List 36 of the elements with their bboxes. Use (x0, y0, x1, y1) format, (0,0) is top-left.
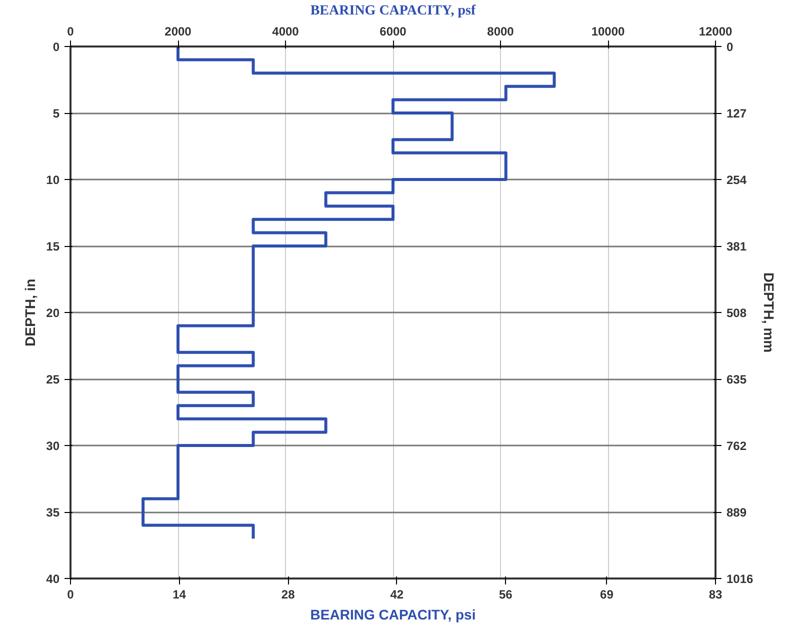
y2-tick-label: 508 (726, 306, 747, 320)
x-tick-label: 0 (67, 24, 74, 38)
y-tick-label: 20 (46, 306, 60, 320)
y2-tick-label: 254 (726, 173, 747, 187)
y-tick-label: 15 (46, 240, 60, 254)
y2-tick-label: 889 (726, 506, 747, 520)
x-tick-label: 4000 (272, 24, 300, 38)
x2-tick-label: 0 (67, 588, 74, 602)
x-tick-label: 8000 (487, 24, 514, 38)
x-tick-label: 2000 (164, 24, 192, 38)
x-axis-title: BEARING CAPACITY, psf (310, 4, 476, 18)
y2-tick-label: 381 (726, 240, 747, 254)
x2-tick-label: 42 (390, 588, 404, 602)
y-tick-label: 5 (52, 106, 60, 120)
x-tick-label: 10000 (591, 24, 626, 38)
y2-tick-label: 0 (726, 40, 734, 54)
x2-tick-label: 56 (499, 588, 513, 602)
y2-tick-label: 1016 (726, 572, 754, 586)
y-tick-label: 25 (46, 372, 60, 386)
x2-axis-title: BEARING CAPACITY, psi (310, 606, 476, 622)
y-tick-label: 40 (46, 572, 60, 586)
x-tick-label: 6000 (380, 24, 407, 38)
x2-tick-label: 83 (708, 588, 722, 602)
y-tick-label: 30 (46, 439, 60, 453)
y-axis-title: DEPTH, in (22, 278, 38, 346)
y2-axis-title: DEPTH, mm (761, 272, 778, 353)
y2-tick-label: 127 (726, 106, 747, 120)
y-tick-label: 0 (52, 40, 60, 54)
x-tick-label: 12000 (698, 24, 733, 38)
y-tick-label: 35 (46, 506, 60, 520)
x2-tick-label: 14 (172, 588, 186, 602)
x2-tick-label: 69 (600, 588, 614, 602)
y2-tick-label: 762 (726, 439, 747, 453)
y-tick-label: 10 (46, 173, 60, 187)
x2-tick-label: 28 (281, 588, 296, 602)
y2-tick-label: 635 (726, 372, 747, 386)
